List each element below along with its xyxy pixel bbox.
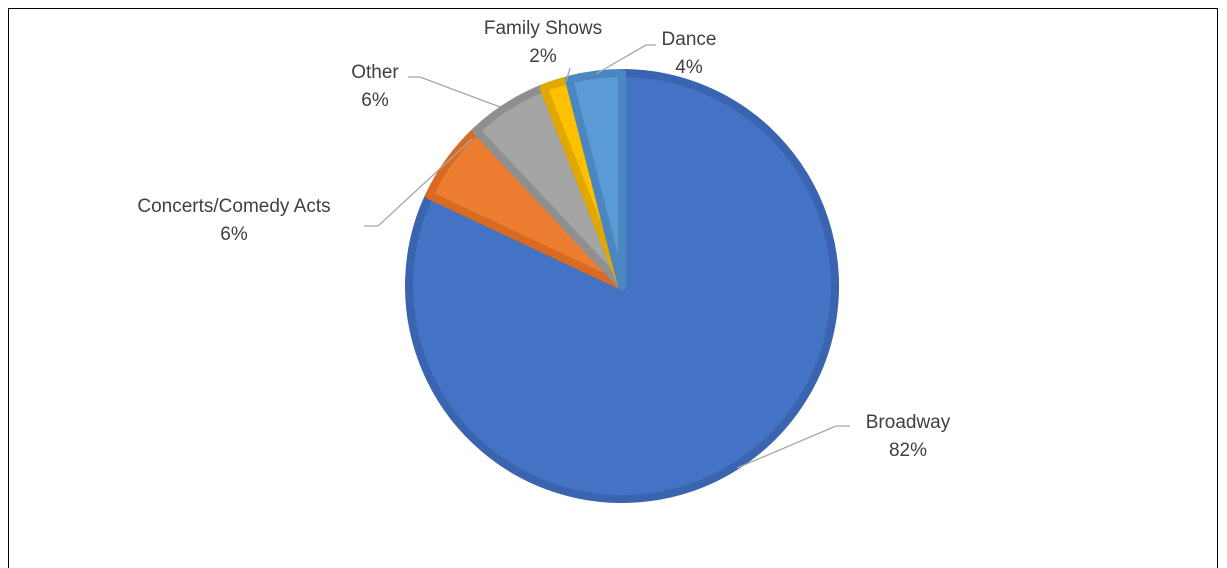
slice-labels: Broadway 82% Concerts/Comedy Acts 6% Other 6%…	[137, 18, 950, 461]
slice-label: Other 6%	[351, 62, 399, 111]
leader-line	[364, 138, 473, 227]
leader-line	[595, 44, 656, 75]
slice-percent-label: 4%	[675, 57, 703, 78]
slice-category-label: Family Shows	[484, 18, 602, 39]
slice-label: Family Shows 2%	[484, 18, 602, 67]
slice-percent-label: 6%	[220, 224, 248, 245]
slice-percent-label: 82%	[889, 440, 927, 461]
leader-line	[408, 76, 501, 108]
slice-label: Broadway 82%	[866, 412, 951, 461]
pie-slice-broadway	[405, 69, 839, 503]
leader-line	[565, 67, 571, 83]
slice-percent-label: 2%	[529, 46, 557, 67]
slice-label: Dance 4%	[662, 29, 717, 78]
slice-category-label: Concerts/Comedy Acts	[137, 196, 330, 217]
slice-category-label: Dance	[662, 29, 717, 50]
leader-line	[736, 425, 850, 469]
slice-label: Concerts/Comedy Acts 6%	[137, 196, 330, 245]
pie-slices	[405, 69, 839, 503]
leader-lines	[364, 44, 850, 469]
pie-slice-dance	[565, 69, 626, 290]
slice-percent-label: 6%	[361, 90, 389, 111]
chart-frame	[8, 8, 1218, 568]
slice-category-label: Other	[351, 62, 399, 83]
slice-category-label: Broadway	[866, 412, 951, 433]
